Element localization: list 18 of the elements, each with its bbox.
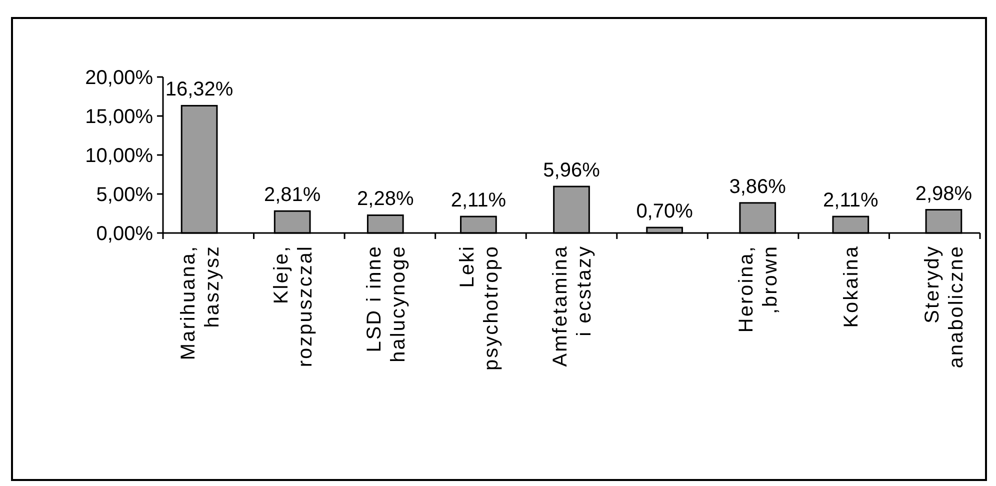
y-tick-label: 10,00% xyxy=(85,145,154,167)
data-label: 2,11% xyxy=(823,190,878,212)
data-label: 2,81% xyxy=(264,184,321,206)
y-tick-label: 15,00% xyxy=(85,106,154,128)
data-label: 16,32% xyxy=(165,78,234,101)
x-tick-label: Sterydy anaboliczne xyxy=(922,245,968,368)
data-label: 3,86% xyxy=(729,176,786,198)
data-label: 2,98% xyxy=(915,182,972,205)
data-label: 2,28% xyxy=(357,188,414,210)
y-tick-label: 20,00% xyxy=(85,67,154,89)
x-tick-label: Heroina, ,brown xyxy=(736,245,782,333)
x-tick-label: Kokaina xyxy=(840,245,863,328)
x-tick-label: Marihuana, haszysz xyxy=(177,245,224,360)
data-label: 2,11% xyxy=(450,190,506,212)
y-tick-label: 5,00% xyxy=(96,184,154,206)
y-tick-label: 0,00% xyxy=(96,223,154,245)
data-label: 5,96% xyxy=(543,160,600,182)
data-label: 0,70% xyxy=(636,200,694,223)
